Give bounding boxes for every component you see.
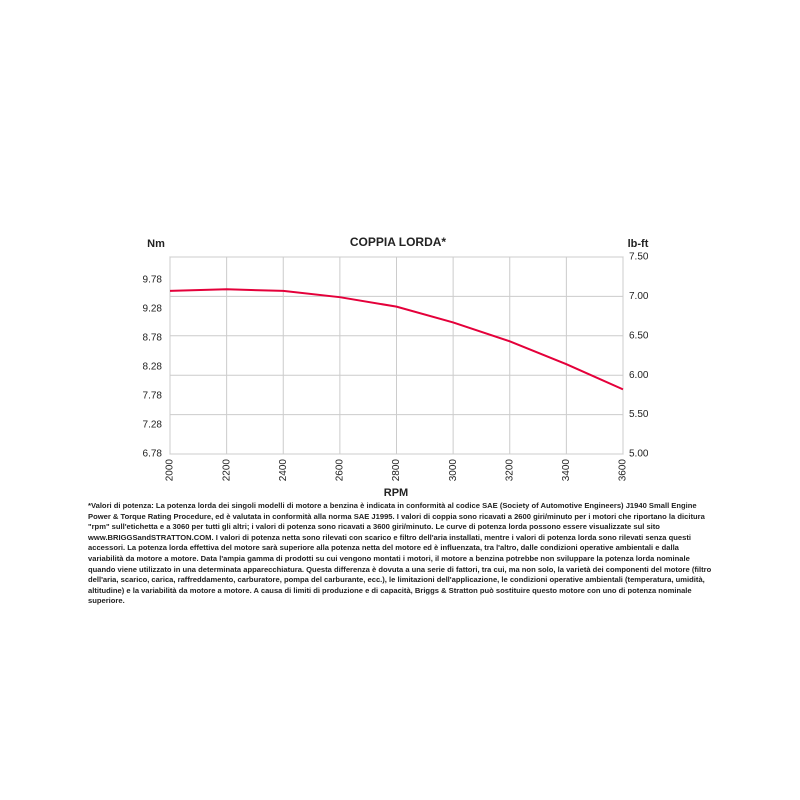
x-tick-label: 2000: [165, 459, 176, 482]
y2-axis-label: lb-ft: [628, 238, 649, 250]
y-tick-label: 6.78: [143, 449, 163, 460]
y-tick-label: 8.78: [143, 332, 163, 343]
y-tick-label: 9.28: [143, 303, 163, 314]
y-tick-label: 7.28: [143, 420, 163, 431]
y2-tick-label: 7.00: [629, 291, 649, 302]
data-line: [169, 288, 624, 391]
y2-tick-label: 5.00: [629, 449, 649, 460]
chart: COPPIA LORDA* Nm lb-ft RPM 2000 2200 2400 2…: [143, 235, 649, 499]
y2-tick-label: 6.00: [629, 370, 649, 381]
y-tick-label: 7.78: [143, 391, 163, 402]
chart-title: COPPIA LORDA*: [350, 235, 447, 249]
x-tick-label: 2800: [391, 459, 402, 482]
x-tick-label: 2400: [278, 459, 289, 482]
y2-tick-label: 5.50: [629, 409, 649, 420]
y-tick-label: 8.28: [143, 361, 163, 372]
x-tick-label: 3600: [618, 459, 629, 482]
x-tick-label: 3200: [504, 459, 515, 482]
x-tick-label: 2200: [221, 459, 232, 482]
x-tick-label: 2600: [335, 459, 346, 482]
y2-tick-label: 6.50: [629, 330, 649, 341]
y2-tick-label: 7.50: [629, 252, 649, 263]
footnote: *Valori di potenza: La potenza lorda dei…: [88, 501, 712, 606]
y-axis-label: Nm: [147, 238, 165, 250]
x-tick-label: 3000: [448, 459, 459, 482]
x-tick-label: 3400: [561, 459, 572, 482]
y-tick-label: 9.78: [143, 274, 163, 285]
x-axis-label: RPM: [384, 487, 408, 499]
